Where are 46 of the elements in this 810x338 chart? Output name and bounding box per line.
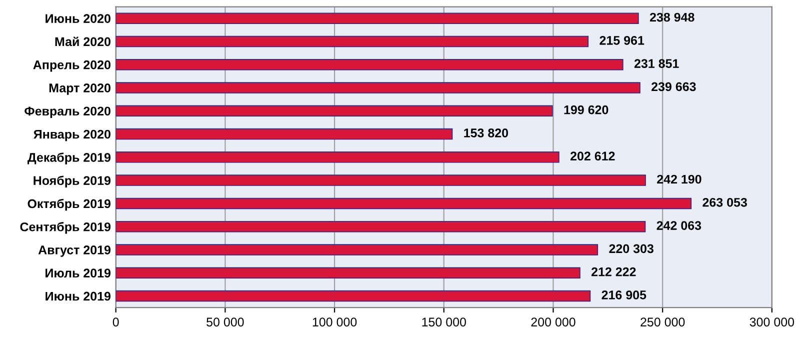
y-tick-label: Август 2019 xyxy=(38,246,111,257)
data-label: 263 053 xyxy=(702,198,747,207)
data-label: 242 063 xyxy=(656,221,702,230)
data-label: 238 948 xyxy=(650,12,694,22)
y-tick-label: Октябрь 2019 xyxy=(28,198,111,211)
data-label: 242 190 xyxy=(657,174,702,184)
y-tick-label: Сентябрь 2019 xyxy=(20,222,111,234)
bar xyxy=(116,58,624,70)
bar xyxy=(116,82,640,94)
y-tick-label: Июнь 2020 xyxy=(46,14,110,23)
y-tick-label: Июль 2019 xyxy=(46,268,111,278)
bar xyxy=(116,220,646,232)
data-label: 153 820 xyxy=(464,128,508,138)
x-tick-label: 100 000 xyxy=(312,318,357,326)
bar xyxy=(116,152,560,163)
data-label: 212 222 xyxy=(592,267,636,276)
bar xyxy=(116,36,589,48)
y-tick-label: Март 2020 xyxy=(49,84,110,95)
x-tick-label: 200 000 xyxy=(531,318,576,326)
x-tick-label: 300 000 xyxy=(750,318,794,326)
bar xyxy=(116,267,580,278)
data-label: 239 663 xyxy=(652,82,696,92)
data-label: 199 620 xyxy=(564,105,608,114)
data-label: 215 961 xyxy=(600,36,644,45)
data-label: 231 851 xyxy=(634,59,679,68)
data-label: 202 612 xyxy=(570,152,615,161)
y-tick-label: Ноябрь 2019 xyxy=(34,176,111,188)
y-tick-label: Июнь 2019 xyxy=(46,292,111,301)
y-tick-label: Май 2020 xyxy=(55,36,110,46)
bar xyxy=(116,12,639,24)
x-tick-label: 0 xyxy=(112,318,119,326)
y-tick-label: Апрель 2020 xyxy=(33,60,110,72)
bar xyxy=(116,244,598,256)
x-tick-label: 250 000 xyxy=(640,318,685,326)
y-tick-label: Январь 2020 xyxy=(34,130,110,142)
data-label: 220 303 xyxy=(609,244,654,254)
bar xyxy=(116,198,692,210)
x-tick-label: 150 000 xyxy=(422,318,466,326)
bar xyxy=(116,290,591,302)
y-tick-label: Февраль 2020 xyxy=(24,106,110,118)
x-tick-label: 50 000 xyxy=(206,318,244,326)
bar xyxy=(116,174,646,186)
data-label: 216 905 xyxy=(602,290,646,300)
y-tick-label: Декабрь 2019 xyxy=(28,152,111,164)
bar xyxy=(116,105,553,117)
bar xyxy=(116,128,453,140)
